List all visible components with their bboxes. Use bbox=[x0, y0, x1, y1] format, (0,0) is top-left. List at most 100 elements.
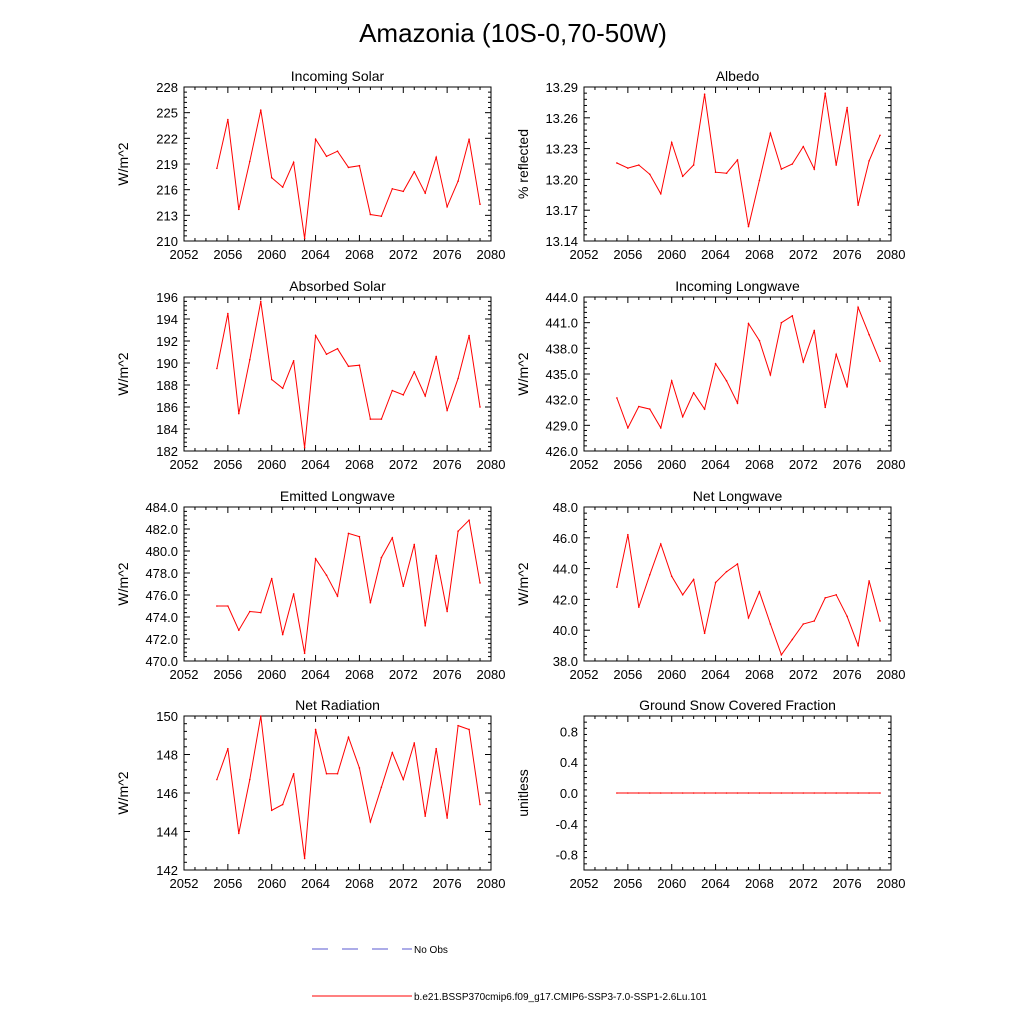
net-radiation-data-point bbox=[270, 809, 273, 812]
albedo-data-point bbox=[868, 160, 870, 162]
absorbed-solar-x-tick-label: 2052 bbox=[170, 457, 199, 472]
emitted-longwave-data-point bbox=[303, 652, 306, 655]
net-radiation-data-point bbox=[227, 747, 229, 750]
incoming-longwave-y-tick-label: 441.0 bbox=[545, 316, 578, 331]
net-radiation-data-point bbox=[446, 817, 448, 819]
incoming-longwave-data-point bbox=[791, 315, 794, 317]
net-longwave-data-point bbox=[835, 593, 837, 596]
albedo-data-point bbox=[846, 106, 848, 109]
absorbed-solar-data-point bbox=[413, 371, 416, 373]
incoming-solar-y-axis-label: W/m^2 bbox=[115, 142, 131, 185]
incoming-solar-data-point bbox=[424, 192, 427, 194]
ground-snow-covered-fraction-y-tick-label: 0.4 bbox=[560, 755, 578, 770]
incoming-solar-data-point bbox=[281, 186, 284, 188]
incoming-solar-data-point bbox=[435, 156, 437, 158]
panel-absorbed-solar: Absorbed Solar W/m^2 2052 2056 2060 2064 2068 2… bbox=[115, 278, 505, 472]
incoming-longwave-series-line bbox=[616, 305, 881, 430]
panel-net-longwave: Net Longwave W/m^2 2052 2056 2060 2064 2068 207… bbox=[515, 488, 905, 682]
emitted-longwave-data-point bbox=[336, 595, 339, 597]
incoming-longwave-x-tick-label: 2076 bbox=[833, 457, 862, 472]
net-radiation-y-axis-label: W/m^2 bbox=[115, 771, 131, 814]
ground-snow-covered-fraction-panel-title: Ground Snow Covered Fraction bbox=[639, 697, 836, 713]
absorbed-solar-data-point bbox=[270, 378, 273, 381]
net-longwave-data-point bbox=[846, 615, 848, 618]
incoming-longwave-x-tick-label: 2072 bbox=[789, 457, 818, 472]
albedo-data-point bbox=[616, 162, 618, 164]
ground-snow-covered-fraction-data-point bbox=[780, 792, 783, 794]
absorbed-solar-y-tick-label: 188 bbox=[156, 378, 178, 393]
absorbed-solar-data-point bbox=[227, 312, 229, 315]
absorbed-solar-x-tick-label: 2080 bbox=[477, 457, 506, 472]
absorbed-solar-data-point bbox=[369, 418, 372, 420]
albedo-data-point bbox=[736, 159, 739, 161]
emitted-longwave-data-point bbox=[369, 601, 372, 604]
absorbed-solar-x-tick-label: 2056 bbox=[213, 457, 242, 472]
net-radiation-x-tick-label: 2080 bbox=[477, 876, 506, 891]
incoming-longwave-data-point bbox=[846, 386, 848, 388]
incoming-solar-data-point bbox=[325, 155, 328, 158]
albedo-y-tick-label: 13.17 bbox=[545, 203, 578, 218]
incoming-solar-series-line bbox=[216, 109, 481, 239]
incoming-solar-data-point bbox=[248, 160, 251, 163]
emitted-longwave-y-tick-label: 478.0 bbox=[145, 566, 178, 581]
incoming-solar-data-point bbox=[358, 164, 361, 167]
albedo-x-tick-label: 2068 bbox=[745, 247, 774, 262]
net-longwave-x-tick-label: 2052 bbox=[570, 667, 599, 682]
net-longwave-data-point bbox=[627, 533, 629, 536]
net-longwave-data-point bbox=[857, 644, 859, 647]
incoming-longwave-data-point bbox=[824, 406, 827, 409]
net-longwave-data-point bbox=[824, 597, 827, 599]
ground-snow-covered-fraction-y-tick-label: 0.8 bbox=[560, 724, 578, 739]
absorbed-solar-data-point bbox=[325, 353, 328, 356]
panel-ground-snow-covered-fraction: Ground Snow Covered Fraction unitless 2052… bbox=[515, 697, 905, 891]
incoming-solar-x-tick-label: 2064 bbox=[301, 247, 330, 262]
ground-snow-covered-fraction-data-point bbox=[802, 792, 805, 794]
ground-snow-covered-fraction-x-tick-label: 2080 bbox=[877, 876, 906, 891]
incoming-solar-data-point bbox=[292, 161, 295, 164]
incoming-solar-data-point bbox=[347, 166, 350, 169]
ground-snow-covered-fraction-data-point bbox=[638, 792, 640, 794]
ground-snow-covered-fraction-x-tick-label: 2064 bbox=[701, 876, 730, 891]
albedo-y-tick-label: 13.26 bbox=[545, 111, 578, 126]
albedo-data-point bbox=[627, 167, 629, 169]
absorbed-solar-data-point bbox=[358, 364, 361, 367]
absorbed-solar-data-point bbox=[479, 406, 481, 408]
ground-snow-covered-fraction-y-tick-label: -0.8 bbox=[556, 848, 578, 863]
incoming-solar-data-point bbox=[413, 170, 416, 173]
incoming-solar-x-tick-label: 2052 bbox=[170, 247, 199, 262]
albedo-data-point bbox=[692, 164, 695, 166]
net-radiation-data-point bbox=[281, 803, 284, 806]
absorbed-solar-data-point bbox=[238, 412, 240, 415]
panel-emitted-longwave: Emitted Longwave W/m^2 2052 2056 2060 2064 206… bbox=[115, 488, 505, 682]
incoming-solar-data-point bbox=[402, 190, 405, 193]
net-radiation-data-point bbox=[248, 778, 251, 781]
incoming-longwave-data-point bbox=[747, 322, 750, 325]
emitted-longwave-data-point bbox=[446, 610, 448, 613]
albedo-data-point bbox=[879, 134, 881, 137]
absorbed-solar-y-tick-label: 182 bbox=[156, 444, 178, 459]
net-longwave-data-point bbox=[670, 575, 673, 578]
incoming-longwave-x-tick-label: 2056 bbox=[613, 457, 642, 472]
emitted-longwave-y-tick-label: 480.0 bbox=[145, 544, 178, 559]
incoming-longwave-data-point bbox=[714, 362, 717, 365]
incoming-solar-data-point bbox=[479, 203, 481, 206]
incoming-longwave-y-tick-label: 444.0 bbox=[545, 290, 578, 305]
emitted-longwave-y-tick-label: 472.0 bbox=[145, 632, 178, 647]
incoming-longwave-data-point bbox=[857, 306, 859, 309]
absorbed-solar-y-tick-label: 194 bbox=[156, 312, 178, 327]
absorbed-solar-data-point bbox=[347, 365, 350, 368]
emitted-longwave-data-point bbox=[270, 577, 273, 580]
net-radiation-x-tick-label: 2068 bbox=[345, 876, 374, 891]
net-radiation-data-point bbox=[391, 751, 394, 754]
net-longwave-y-axis-label: W/m^2 bbox=[515, 562, 531, 605]
net-longwave-data-point bbox=[703, 632, 706, 635]
albedo-data-point bbox=[681, 175, 684, 178]
net-radiation-y-tick-label: 148 bbox=[156, 748, 178, 763]
net-longwave-data-point bbox=[725, 570, 728, 573]
absorbed-solar-data-point bbox=[314, 334, 317, 337]
incoming-solar-data-point bbox=[391, 188, 394, 190]
ground-snow-covered-fraction-data-point bbox=[857, 792, 859, 794]
ground-snow-covered-fraction-data-point bbox=[879, 792, 881, 794]
emitted-longwave-data-point bbox=[292, 593, 295, 595]
absorbed-solar-data-point bbox=[336, 347, 339, 350]
